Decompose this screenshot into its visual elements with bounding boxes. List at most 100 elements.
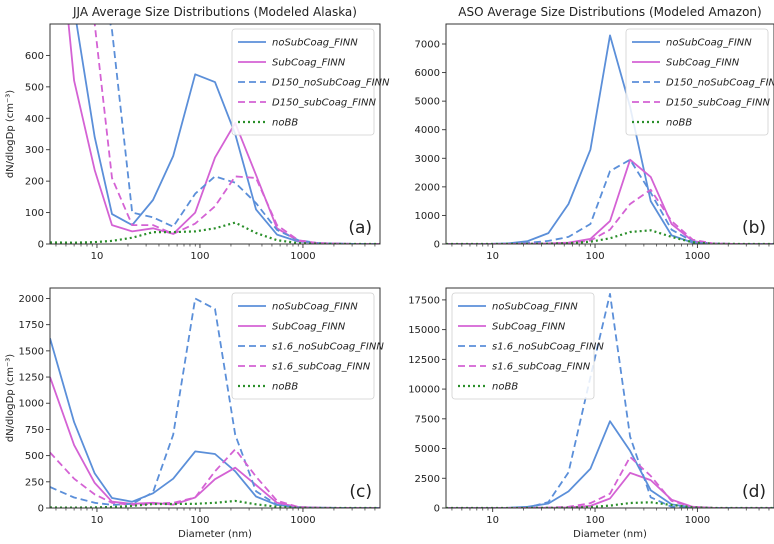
y-tick-label: 500 xyxy=(25,82,44,93)
series-line-noBB xyxy=(446,229,774,244)
x-tick-label: 10 xyxy=(91,515,104,526)
plot-frame xyxy=(445,287,774,509)
series-line-noBB xyxy=(50,499,380,508)
legend-label: noBB xyxy=(272,118,298,129)
legend-box xyxy=(451,292,595,400)
y-tick-label: 1250 xyxy=(19,373,44,384)
y-tick-label: 600 xyxy=(25,51,44,62)
legend-label: noSubCoag_FINN xyxy=(666,38,752,49)
y-tick-label: 17500 xyxy=(408,295,440,306)
panel-label: (d) xyxy=(742,482,766,502)
series-line-noBB xyxy=(50,221,380,244)
y-tick-label: 2000 xyxy=(415,182,440,193)
x-tick-label: 1000 xyxy=(685,251,710,262)
y-tick-label: 5000 xyxy=(415,97,440,108)
legend-label: SubCoag_FINN xyxy=(492,322,566,333)
y-tick-label: 0 xyxy=(434,504,440,515)
legend: noSubCoag_FINN SubCoag_FINN s1.6_noSubCoag… xyxy=(451,292,604,400)
y-tick-label: 0 xyxy=(434,240,440,251)
y-tick-label: 7000 xyxy=(415,40,440,51)
x-tick-label: 100 xyxy=(585,251,604,262)
y-tick-label: 1000 xyxy=(19,399,44,410)
x-tick-label: 10 xyxy=(486,515,499,526)
series-line-D150_subCoag_FINN xyxy=(446,188,774,244)
chart-title: ASO Average Size Distributions (Modeled … xyxy=(458,5,761,19)
panel-a: 10 100 1000 0 100 200 300 400 500 600 JJA Average … xyxy=(5,5,390,262)
legend-label: D150_subCoag_FINN xyxy=(666,98,770,109)
x-tick-label: 1000 xyxy=(290,515,315,526)
y-tick-label: 1000 xyxy=(415,211,440,222)
y-tick-label: 1500 xyxy=(19,346,44,357)
y-tick-label: 0 xyxy=(38,504,44,515)
y-tick-label: 7500 xyxy=(415,414,440,425)
legend-label: D150_noSubCoag_FINN xyxy=(666,78,774,89)
legend-label: SubCoag_FINN xyxy=(272,58,346,69)
y-tick-label: 300 xyxy=(25,145,44,156)
legend-label: D150_noSubCoag_FINN xyxy=(272,78,390,89)
y-tick-label: 1750 xyxy=(19,320,44,331)
y-tick-label: 2000 xyxy=(19,294,44,305)
series-line-noSubCoag_FINN xyxy=(446,420,774,508)
y-axis-label: dN/dlogDp (cm⁻³) xyxy=(5,354,16,442)
legend-label: noBB xyxy=(272,382,298,393)
y-tick-label: 2500 xyxy=(415,474,440,485)
x-tick-label: 100 xyxy=(190,515,209,526)
y-tick-label: 750 xyxy=(25,425,44,436)
x-tick-label: 10 xyxy=(486,251,499,262)
legend-label: SubCoag_FINN xyxy=(666,58,740,69)
series-line-SubCoag_FINN xyxy=(446,471,774,508)
x-axis-label: Diameter (nm) xyxy=(178,529,252,540)
y-tick-label: 5000 xyxy=(415,444,440,455)
panel-d: 10 100 10000250050007500100001250015000175… xyxy=(408,287,774,540)
panel-c: 10 100 1000 0 250 500 750 1000 1250 1500 1750 2000 D… xyxy=(5,287,384,540)
x-tick-label: 100 xyxy=(190,251,209,262)
legend-label: noBB xyxy=(492,382,518,393)
y-tick-label: 0 xyxy=(38,240,44,251)
y-tick-label: 400 xyxy=(25,114,44,125)
x-tick-label: 100 xyxy=(585,515,604,526)
y-tick-label: 200 xyxy=(25,177,44,188)
legend-label: noSubCoag_FINN xyxy=(272,302,358,313)
series-line-s1.6_noSubCoag_FINN xyxy=(50,297,380,508)
panel-label: (a) xyxy=(348,218,372,238)
x-tick-label: 1000 xyxy=(685,515,710,526)
y-tick-label: 100 xyxy=(25,208,44,219)
series-line-D150_noSubCoag_FINN xyxy=(446,158,774,244)
legend-label: noSubCoag_FINN xyxy=(492,302,578,313)
y-tick-label: 12500 xyxy=(408,355,440,366)
y-tick-label: 10000 xyxy=(408,385,440,396)
panel-b: 10 100 1000 0 1000 2000 3000 4000 5000 6000 7000 AS… xyxy=(415,5,774,262)
legend-box xyxy=(625,28,769,136)
y-tick-label: 250 xyxy=(25,477,44,488)
chart-title: JJA Average Size Distributions (Modeled … xyxy=(72,5,357,19)
plot-frame xyxy=(445,23,774,245)
x-tick-label: 1000 xyxy=(290,251,315,262)
legend-box xyxy=(231,292,375,400)
legend: noSubCoag_FINN SubCoag_FINN s1.6_noSubCoag… xyxy=(231,292,384,400)
legend: noSubCoag_FINN SubCoag_FINN D150_noSubCoag… xyxy=(625,28,774,136)
plot-frame xyxy=(49,287,381,509)
legend: noSubCoag_FINN SubCoag_FINN D150_noSubCoag… xyxy=(231,28,390,136)
legend-label: s1.6_noSubCoag_FINN xyxy=(492,342,604,353)
legend-label: noSubCoag_FINN xyxy=(272,38,358,49)
x-tick-label: 10 xyxy=(91,251,104,262)
legend-label: s1.6_subCoag_FINN xyxy=(492,362,591,373)
legend-label: s1.6_noSubCoag_FINN xyxy=(272,342,384,353)
panel-label: (c) xyxy=(349,482,372,502)
legend-label: s1.6_subCoag_FINN xyxy=(272,362,371,373)
y-tick-label: 3000 xyxy=(415,154,440,165)
legend-label: noBB xyxy=(666,118,692,129)
legend-label: D150_subCoag_FINN xyxy=(272,98,376,109)
y-tick-label: 500 xyxy=(25,451,44,462)
plot-frame xyxy=(49,23,381,245)
series-line-s1.6_subCoag_FINN xyxy=(446,455,774,508)
y-tick-label: 4000 xyxy=(415,125,440,136)
y-axis-label: dN/dlogDp (cm⁻³) xyxy=(5,90,16,178)
panel-label: (b) xyxy=(742,218,766,238)
y-tick-label: 15000 xyxy=(408,325,440,336)
legend-label: SubCoag_FINN xyxy=(272,322,346,333)
legend-box xyxy=(231,28,375,136)
x-axis-label: Diameter (nm) xyxy=(573,529,647,540)
y-tick-label: 6000 xyxy=(415,68,440,79)
